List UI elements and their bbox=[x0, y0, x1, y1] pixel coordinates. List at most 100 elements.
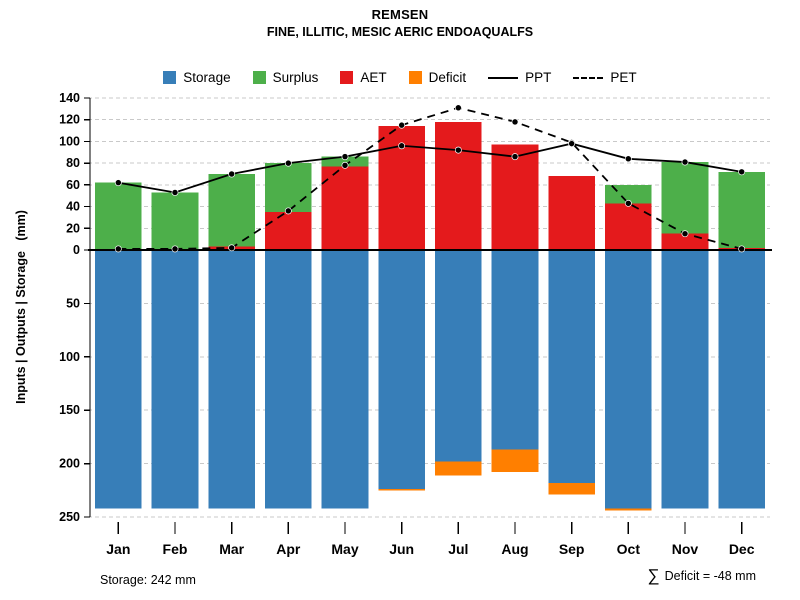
ppt-point bbox=[284, 159, 292, 167]
deficit-bar bbox=[378, 489, 425, 491]
surplus-bar bbox=[95, 182, 142, 249]
storage-bar bbox=[661, 250, 709, 509]
storage-bar bbox=[208, 250, 255, 509]
aet-bar bbox=[548, 176, 595, 250]
deficit-bar bbox=[605, 508, 652, 511]
chart-subtitle: FINE, ILLITIC, MESIC AERIC ENDOAQUALFS bbox=[266, 25, 534, 39]
aet-bar bbox=[491, 144, 539, 250]
y-tick-label: 80 bbox=[66, 156, 80, 170]
pet-point bbox=[624, 199, 632, 207]
ppt-point bbox=[454, 146, 462, 154]
surplus-bar bbox=[718, 171, 765, 248]
chart-title: REMSEN bbox=[371, 7, 429, 22]
pet-point bbox=[511, 118, 519, 126]
x-tick-label: Apr bbox=[276, 541, 301, 557]
x-tick-label: Feb bbox=[163, 541, 188, 557]
y-tick-label: 140 bbox=[59, 91, 80, 105]
x-tick-label: Dec bbox=[729, 541, 755, 557]
legend-item-deficit: Deficit bbox=[408, 70, 467, 85]
storage-bar bbox=[491, 250, 539, 450]
surplus-bar bbox=[208, 174, 255, 247]
ppt-point bbox=[681, 158, 689, 166]
surplus-bar bbox=[321, 156, 369, 167]
y-tick-label: 20 bbox=[66, 221, 80, 235]
x-tick-label: Jan bbox=[106, 541, 130, 557]
y-tick-label: 50 bbox=[66, 296, 80, 310]
legend-label: Storage bbox=[183, 70, 231, 85]
x-tick-label: Jul bbox=[448, 541, 468, 557]
legend-item-surplus: Surplus bbox=[252, 70, 319, 85]
ppt-point bbox=[568, 140, 576, 148]
ppt-point bbox=[171, 189, 179, 196]
legend-label: Deficit bbox=[428, 70, 467, 85]
legend-label: Surplus bbox=[272, 70, 319, 85]
y-tick-label: 250 bbox=[59, 510, 80, 524]
x-tick-label: Nov bbox=[672, 541, 699, 557]
y-tick-label: 200 bbox=[59, 457, 80, 471]
aet-swatch-icon bbox=[340, 71, 354, 84]
ppt-point bbox=[511, 153, 519, 161]
deficit-bar bbox=[548, 482, 595, 495]
storage-bar bbox=[95, 250, 142, 509]
deficit-swatch-icon bbox=[408, 71, 422, 84]
aet-bar bbox=[661, 233, 709, 250]
deficit-bar bbox=[491, 449, 539, 473]
legend-label: PPT bbox=[525, 70, 552, 85]
ppt-line bbox=[118, 142, 742, 194]
legend-label: AET bbox=[360, 70, 387, 85]
y-tick-label: 40 bbox=[66, 200, 80, 214]
pet-point bbox=[228, 244, 236, 252]
sigma-symbol: ∑ bbox=[647, 566, 660, 585]
x-tick-label: Sep bbox=[559, 541, 585, 557]
x-tick-label: Aug bbox=[501, 541, 528, 557]
pet-swatch-icon bbox=[573, 76, 604, 79]
surplus-bar bbox=[151, 192, 199, 249]
aet-bar bbox=[435, 121, 482, 250]
y-tick-label: 60 bbox=[66, 178, 80, 192]
pet-point bbox=[114, 245, 122, 253]
x-tick-label: Oct bbox=[617, 541, 641, 557]
surplus-swatch-icon bbox=[252, 71, 266, 84]
legend-item-pet: PET bbox=[573, 70, 637, 85]
legend-label: PET bbox=[610, 70, 637, 85]
x-tick-label: May bbox=[331, 541, 358, 557]
storage-bar bbox=[548, 250, 595, 483]
pet-point bbox=[284, 207, 292, 215]
y-tick-label: 0 bbox=[73, 243, 80, 257]
ppt-point bbox=[624, 155, 632, 163]
chart-header: REMSEN FINE, ILLITIC, MESIC AERIC ENDOAQ… bbox=[0, 7, 800, 39]
storage-bar bbox=[435, 250, 482, 462]
y-tick-label: 120 bbox=[59, 113, 80, 127]
ppt-point bbox=[341, 153, 349, 161]
pet-point bbox=[738, 245, 746, 253]
deficit-note: ∑ Deficit = -48 mm bbox=[648, 567, 756, 584]
legend-item-storage: Storage bbox=[163, 70, 231, 85]
x-tick-label: Mar bbox=[219, 541, 244, 557]
deficit-bar bbox=[435, 461, 482, 476]
ppt-point bbox=[398, 142, 406, 150]
surplus-bar bbox=[605, 184, 652, 204]
storage-bar bbox=[151, 250, 199, 509]
y-tick-label: 150 bbox=[59, 403, 80, 417]
storage-bar bbox=[378, 250, 425, 490]
legend: Storage Surplus AET Deficit PPT PET bbox=[0, 70, 800, 85]
pet-point bbox=[341, 161, 349, 169]
pet-point bbox=[171, 245, 179, 253]
deficit-note-text: Deficit = -48 mm bbox=[664, 568, 756, 583]
y-tick-label: 100 bbox=[59, 134, 80, 148]
pet-point bbox=[454, 104, 462, 112]
aet-bar bbox=[321, 166, 369, 250]
aet-bar bbox=[265, 212, 312, 250]
storage-note: Storage: 242 mm bbox=[100, 573, 196, 587]
storage-bar bbox=[321, 250, 369, 509]
ppt-point bbox=[114, 179, 122, 187]
pet-point bbox=[398, 121, 406, 129]
ppt-swatch-icon bbox=[488, 76, 519, 79]
aet-bar bbox=[605, 203, 652, 250]
y-tick-label: 100 bbox=[59, 350, 80, 364]
storage-bar bbox=[605, 250, 652, 509]
ppt-point bbox=[738, 168, 746, 176]
storage-bar bbox=[718, 250, 765, 509]
pet-point bbox=[681, 230, 689, 238]
